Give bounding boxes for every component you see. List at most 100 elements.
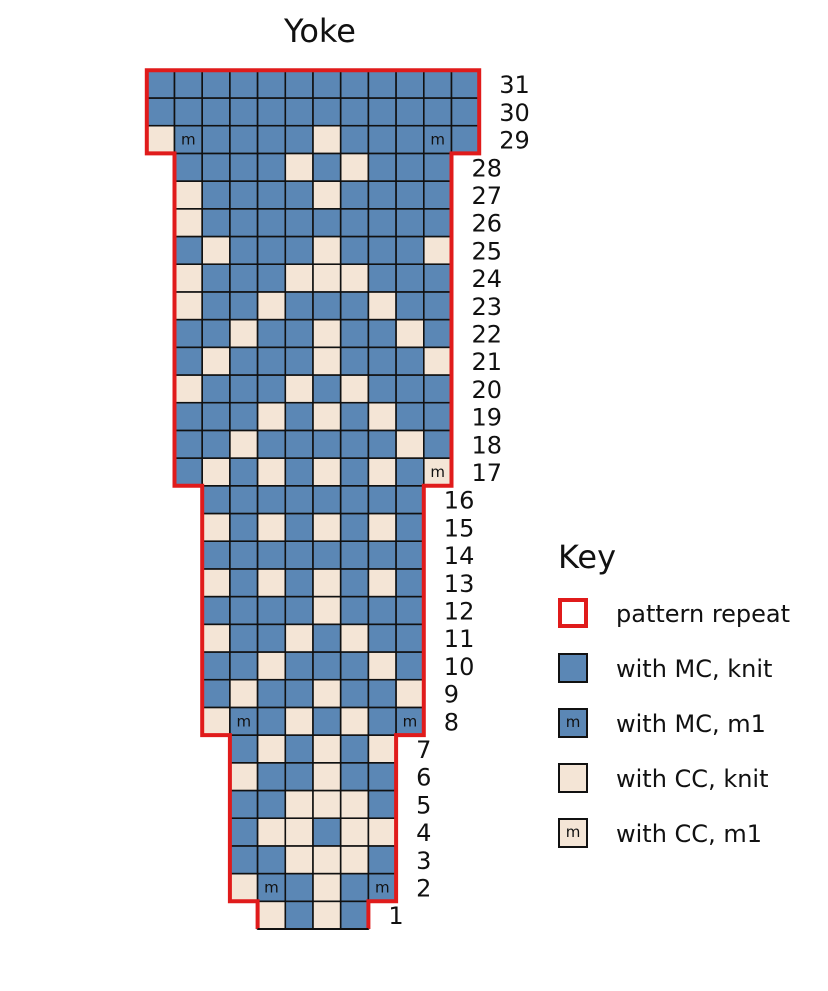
row-number-22: 22 bbox=[472, 320, 503, 348]
cell-mc-knit bbox=[284, 291, 314, 321]
cell-mc-knit bbox=[339, 346, 370, 376]
cell-cc-knit bbox=[367, 512, 397, 543]
cell-mc-knit bbox=[284, 761, 314, 792]
cell-mc-knit bbox=[229, 845, 259, 875]
cell-mc-knit bbox=[339, 208, 370, 238]
cell-mc-knit bbox=[367, 318, 397, 349]
cell-mc-knit bbox=[422, 374, 453, 404]
cell-cc-knit bbox=[367, 651, 397, 681]
cell-mc-knit bbox=[229, 180, 259, 210]
mc-m1-swatch: m bbox=[558, 708, 588, 738]
row-number-8: 8 bbox=[444, 708, 459, 736]
cell-mc-knit bbox=[173, 318, 204, 349]
cell-mc-knit bbox=[229, 623, 259, 653]
cell-mc-knit bbox=[256, 152, 287, 182]
row-number-4: 4 bbox=[416, 819, 431, 847]
cell-cc-knit bbox=[256, 900, 287, 930]
cell-mc-knit bbox=[229, 374, 259, 404]
cell-mc-knit bbox=[201, 429, 231, 459]
cell-cc-knit bbox=[395, 678, 425, 709]
cell-cc-knit bbox=[256, 401, 287, 432]
cell-mc-knit bbox=[395, 457, 425, 487]
cell-mc-knit bbox=[256, 623, 287, 653]
cell-mc-knit bbox=[284, 678, 314, 709]
cell-mc-knit bbox=[284, 900, 314, 930]
row-number-31: 31 bbox=[499, 71, 530, 99]
cell-mc-knit bbox=[367, 484, 397, 515]
cell-cc-knit bbox=[339, 789, 370, 820]
cell-mc-knit bbox=[395, 208, 425, 238]
cell-mc-knit bbox=[173, 69, 204, 99]
cell-mc-knit bbox=[229, 789, 259, 820]
cell-mc-knit bbox=[201, 484, 231, 515]
cell-mc-knit bbox=[312, 208, 342, 238]
cell-mc-knit bbox=[256, 678, 287, 709]
cell-mc-knit bbox=[339, 235, 370, 266]
cell-mc-knit bbox=[339, 540, 370, 570]
cell-mc-knit bbox=[256, 263, 287, 293]
cell-cc-knit bbox=[201, 346, 231, 376]
row-number-18: 18 bbox=[472, 431, 503, 459]
cell-mc-knit bbox=[312, 540, 342, 570]
cell-cc-knit bbox=[256, 734, 287, 764]
cell-cc-knit bbox=[339, 817, 370, 847]
cell-mc-knit bbox=[367, 789, 397, 820]
row-number-27: 27 bbox=[472, 182, 503, 210]
cell-mc-knit bbox=[339, 678, 370, 709]
m1-symbol: m bbox=[375, 878, 390, 896]
cell-mc-knit bbox=[201, 651, 231, 681]
row-number-24: 24 bbox=[472, 265, 503, 293]
cell-mc-knit bbox=[284, 97, 314, 127]
cell-cc-knit bbox=[256, 817, 287, 847]
cell-mc-knit bbox=[395, 484, 425, 515]
cell-cc-knit bbox=[146, 124, 176, 155]
cell-mc-knit bbox=[339, 484, 370, 515]
cell-mc-knit bbox=[229, 69, 259, 99]
row-number-3: 3 bbox=[416, 847, 431, 875]
cell-mc-knit bbox=[201, 291, 231, 321]
cell-cc-knit bbox=[173, 208, 204, 238]
cell-mc-knit bbox=[256, 706, 287, 736]
cell-cc-knit bbox=[312, 789, 342, 820]
cell-cc-knit bbox=[367, 457, 397, 487]
cell-mc-knit bbox=[256, 845, 287, 875]
cell-mc-knit bbox=[367, 623, 397, 653]
cell-mc-knit bbox=[312, 623, 342, 653]
key-label: with MC, m1 bbox=[616, 710, 766, 738]
cell-mc-knit bbox=[422, 291, 453, 321]
cell-mc-knit bbox=[229, 263, 259, 293]
cell-mc-knit bbox=[395, 97, 425, 127]
cell-mc-knit bbox=[201, 180, 231, 210]
cell-mc-knit bbox=[201, 263, 231, 293]
cell-cc-knit bbox=[173, 263, 204, 293]
cell-mc-knit bbox=[395, 512, 425, 543]
cell-mc-knit bbox=[312, 374, 342, 404]
row-number-23: 23 bbox=[472, 293, 503, 321]
cell-mc-knit bbox=[339, 291, 370, 321]
cell-cc-knit bbox=[339, 374, 370, 404]
cell-mc-knit bbox=[367, 706, 397, 736]
cell-mc-knit bbox=[450, 124, 481, 155]
cell-mc-knit bbox=[284, 429, 314, 459]
cell-mc-knit bbox=[229, 401, 259, 432]
cell-mc-knit bbox=[339, 512, 370, 543]
row-number-17: 17 bbox=[472, 459, 503, 487]
cell-mc-knit bbox=[450, 69, 481, 99]
cell-mc-knit bbox=[367, 180, 397, 210]
cell-cc-knit bbox=[367, 291, 397, 321]
cell-mc-knit bbox=[395, 263, 425, 293]
cell-mc-knit bbox=[312, 706, 342, 736]
cell-mc-knit bbox=[395, 124, 425, 155]
cell-mc-knit bbox=[284, 235, 314, 266]
cell-mc-knit bbox=[201, 318, 231, 349]
row-number-10: 10 bbox=[444, 653, 475, 681]
cell-cc-knit bbox=[312, 595, 342, 626]
cell-mc-knit bbox=[395, 152, 425, 182]
cell-cc-knit bbox=[201, 706, 231, 736]
row-number-13: 13 bbox=[444, 570, 475, 598]
cell-mc-knit bbox=[229, 208, 259, 238]
cell-cc-knit bbox=[312, 318, 342, 349]
cell-mc-knit bbox=[450, 97, 481, 127]
cell-mc-knit bbox=[367, 152, 397, 182]
